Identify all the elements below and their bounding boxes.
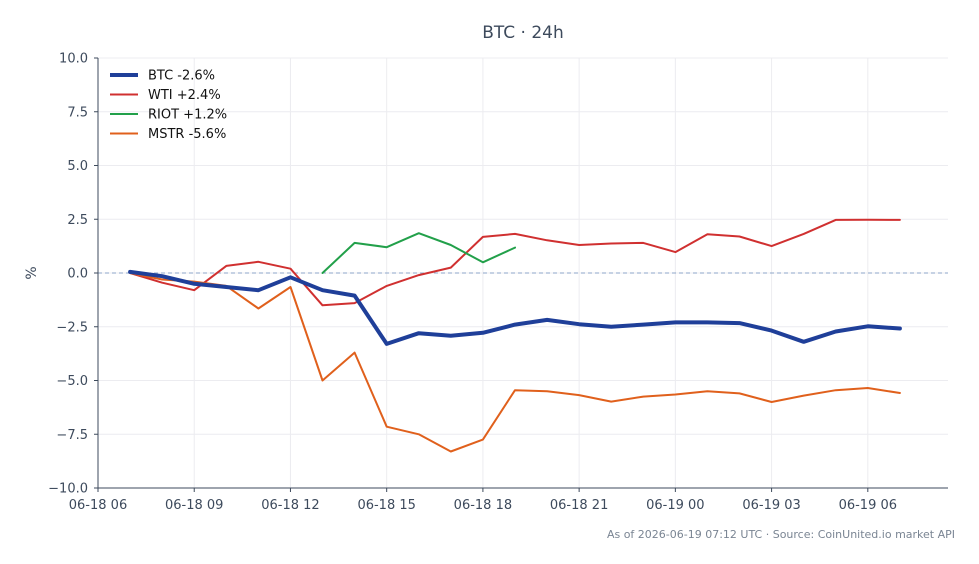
y-axis-label: % xyxy=(24,266,40,279)
legend-item: MSTR -5.6% xyxy=(110,127,226,142)
x-tick-label: 06-19 06 xyxy=(839,498,897,513)
series-line-mstr xyxy=(129,272,901,453)
series-lines xyxy=(128,218,902,453)
legend: BTC -2.6% WTI +2.4% RIOT +1.2% MSTR -5.6% xyxy=(110,69,227,142)
legend-item: RIOT +1.2% xyxy=(110,108,227,123)
y-axis-ticks: −10.0 −7.5 −5.0 −2.5 0.0 2.5 5.0 7.5 10.0 xyxy=(48,52,98,497)
y-tick-label: 10.0 xyxy=(59,52,88,67)
x-tick-label: 06-19 03 xyxy=(742,498,800,513)
x-tick-label: 06-18 12 xyxy=(261,498,319,513)
y-tick-label: −5.0 xyxy=(56,374,88,389)
x-tick-label: 06-18 18 xyxy=(454,498,512,513)
legend-item: BTC -2.6% xyxy=(110,69,215,84)
x-axis-ticks: 06-18 06 06-18 09 06-18 12 06-18 15 06-18 18… xyxy=(69,488,897,513)
y-tick-label: 7.5 xyxy=(67,105,88,120)
legend-item: WTI +2.4% xyxy=(110,88,221,103)
x-tick-label: 06-18 09 xyxy=(165,498,223,513)
y-tick-label: −7.5 xyxy=(56,428,88,443)
x-tick-label: 06-18 15 xyxy=(357,498,415,513)
x-tick-label: 06-18 06 xyxy=(69,498,127,513)
series-line-riot xyxy=(321,232,516,274)
chart-title: BTC · 24h xyxy=(482,23,564,43)
legend-label: MSTR -5.6% xyxy=(148,127,226,142)
x-tick-label: 06-19 00 xyxy=(646,498,704,513)
x-tick-label: 06-18 21 xyxy=(550,498,608,513)
legend-label: RIOT +1.2% xyxy=(148,108,227,123)
source-footnote: As of 2026-06-19 07:12 UTC · Source: Coi… xyxy=(607,528,955,541)
series-line-wti xyxy=(129,218,901,307)
y-tick-label: 2.5 xyxy=(67,213,88,228)
legend-label: BTC -2.6% xyxy=(148,69,215,84)
series-line-btc xyxy=(128,269,902,346)
y-tick-label: 0.0 xyxy=(67,267,88,282)
y-tick-label: 5.0 xyxy=(67,159,88,174)
y-tick-label: −10.0 xyxy=(48,482,88,497)
legend-label: WTI +2.4% xyxy=(148,88,221,103)
y-tick-label: −2.5 xyxy=(56,320,88,335)
